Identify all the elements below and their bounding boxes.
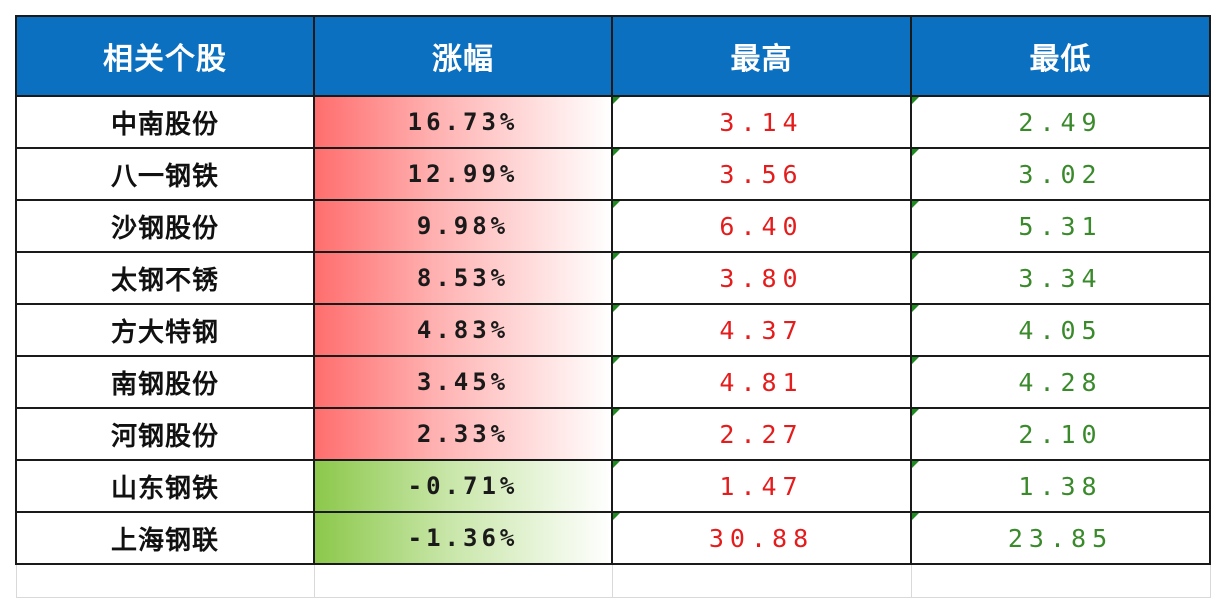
number-as-text-indicator-icon bbox=[613, 149, 620, 156]
number-as-text-indicator-icon bbox=[912, 513, 919, 520]
empty-cell bbox=[611, 563, 912, 598]
number-as-text-indicator-icon bbox=[912, 305, 919, 312]
table-row: 沙钢股份 9.98% 6.40 5.31 bbox=[15, 199, 1211, 253]
high-cell: 3.80 bbox=[611, 251, 912, 305]
high-cell: 3.14 bbox=[611, 95, 912, 149]
high-cell: 2.27 bbox=[611, 407, 912, 461]
change-cell: 8.53% bbox=[313, 251, 613, 305]
low-cell: 3.02 bbox=[910, 147, 1211, 201]
number-as-text-indicator-icon bbox=[613, 97, 620, 104]
low-cell: 2.10 bbox=[910, 407, 1211, 461]
high-cell: 3.56 bbox=[611, 147, 912, 201]
change-cell: 2.33% bbox=[313, 407, 613, 461]
stock-name-cell: 山东钢铁 bbox=[15, 459, 315, 513]
change-cell: 9.98% bbox=[313, 199, 613, 253]
number-as-text-indicator-icon bbox=[912, 357, 919, 364]
number-as-text-indicator-icon bbox=[912, 253, 919, 260]
number-as-text-indicator-icon bbox=[912, 461, 919, 468]
header-high: 最高 bbox=[611, 15, 912, 97]
high-cell: 4.81 bbox=[611, 355, 912, 409]
table-row: 上海钢联 -1.36% 30.88 23.85 bbox=[15, 511, 1211, 565]
low-cell: 1.38 bbox=[910, 459, 1211, 513]
stock-table: 相关个股 涨幅 最高 最低 中南股份 16.73% 3.14 2.49 八一钢铁… bbox=[15, 15, 1211, 598]
number-as-text-indicator-icon bbox=[613, 201, 620, 208]
low-cell: 2.49 bbox=[910, 95, 1211, 149]
stock-name-cell: 八一钢铁 bbox=[15, 147, 315, 201]
high-cell: 4.37 bbox=[611, 303, 912, 357]
number-as-text-indicator-icon bbox=[613, 305, 620, 312]
stock-name-cell: 方大特钢 bbox=[15, 303, 315, 357]
header-change: 涨幅 bbox=[313, 15, 613, 97]
table-row: 山东钢铁 -0.71% 1.47 1.38 bbox=[15, 459, 1211, 513]
stock-name-cell: 太钢不锈 bbox=[15, 251, 315, 305]
empty-cell bbox=[313, 563, 613, 598]
number-as-text-indicator-icon bbox=[912, 409, 919, 416]
table-row: 八一钢铁 12.99% 3.56 3.02 bbox=[15, 147, 1211, 201]
number-as-text-indicator-icon bbox=[613, 513, 620, 520]
stock-table-sheet: 相关个股 涨幅 最高 最低 中南股份 16.73% 3.14 2.49 八一钢铁… bbox=[15, 15, 1211, 598]
stock-name-cell: 沙钢股份 bbox=[15, 199, 315, 253]
header-stock-name: 相关个股 bbox=[15, 15, 315, 97]
empty-cell bbox=[15, 563, 315, 598]
table-row: 方大特钢 4.83% 4.37 4.05 bbox=[15, 303, 1211, 357]
low-cell: 4.28 bbox=[910, 355, 1211, 409]
change-cell: -1.36% bbox=[313, 511, 613, 565]
high-cell: 6.40 bbox=[611, 199, 912, 253]
low-cell: 5.31 bbox=[910, 199, 1211, 253]
change-cell: 12.99% bbox=[313, 147, 613, 201]
stock-name-cell: 中南股份 bbox=[15, 95, 315, 149]
stock-name-cell: 上海钢联 bbox=[15, 511, 315, 565]
empty-row bbox=[15, 563, 1211, 598]
number-as-text-indicator-icon bbox=[613, 357, 620, 364]
change-cell: 3.45% bbox=[313, 355, 613, 409]
high-cell: 30.88 bbox=[611, 511, 912, 565]
number-as-text-indicator-icon bbox=[613, 253, 620, 260]
number-as-text-indicator-icon bbox=[912, 201, 919, 208]
change-cell: -0.71% bbox=[313, 459, 613, 513]
header-low: 最低 bbox=[910, 15, 1211, 97]
number-as-text-indicator-icon bbox=[613, 409, 620, 416]
table-row: 中南股份 16.73% 3.14 2.49 bbox=[15, 95, 1211, 149]
change-cell: 16.73% bbox=[313, 95, 613, 149]
high-cell: 1.47 bbox=[611, 459, 912, 513]
stock-name-cell: 南钢股份 bbox=[15, 355, 315, 409]
low-cell: 23.85 bbox=[910, 511, 1211, 565]
low-cell: 3.34 bbox=[910, 251, 1211, 305]
stock-name-cell: 河钢股份 bbox=[15, 407, 315, 461]
empty-cell bbox=[910, 563, 1211, 598]
number-as-text-indicator-icon bbox=[613, 461, 620, 468]
number-as-text-indicator-icon bbox=[912, 97, 919, 104]
table-row: 太钢不锈 8.53% 3.80 3.34 bbox=[15, 251, 1211, 305]
table-row: 南钢股份 3.45% 4.81 4.28 bbox=[15, 355, 1211, 409]
low-cell: 4.05 bbox=[910, 303, 1211, 357]
header-row: 相关个股 涨幅 最高 最低 bbox=[15, 15, 1211, 97]
change-cell: 4.83% bbox=[313, 303, 613, 357]
number-as-text-indicator-icon bbox=[912, 149, 919, 156]
table-row: 河钢股份 2.33% 2.27 2.10 bbox=[15, 407, 1211, 461]
